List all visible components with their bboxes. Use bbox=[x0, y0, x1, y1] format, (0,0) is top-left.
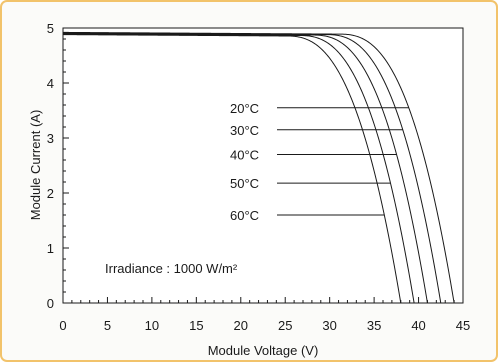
series-label: 60°C bbox=[230, 208, 259, 223]
y-tick-label: 0 bbox=[47, 296, 54, 311]
y-tick-label: 2 bbox=[47, 186, 54, 201]
x-axis-title: Module Voltage (V) bbox=[208, 343, 319, 358]
series-line bbox=[62, 31, 455, 304]
y-tick-label: 4 bbox=[47, 76, 54, 91]
series-line bbox=[62, 32, 442, 304]
y-tick-label: 3 bbox=[47, 131, 54, 146]
x-tick-label: 5 bbox=[104, 318, 111, 333]
x-tick-label: 25 bbox=[278, 318, 292, 333]
series-label: 20°C bbox=[230, 101, 259, 116]
series-line bbox=[62, 34, 402, 304]
x-tick-label: 40 bbox=[411, 318, 425, 333]
y-axis: 0 1 2 3 4 5 bbox=[47, 21, 69, 311]
series-curves bbox=[62, 31, 455, 304]
plot-area bbox=[62, 27, 464, 304]
series-label: 50°C bbox=[230, 176, 259, 191]
x-tick-label: 0 bbox=[59, 318, 66, 333]
x-tick-label: 15 bbox=[189, 318, 203, 333]
x-axis: 0 5 10 15 20 25 30 35 40 45 bbox=[59, 297, 470, 333]
y-tick-label: 1 bbox=[47, 241, 54, 256]
x-tick-label: 20 bbox=[234, 318, 248, 333]
series-labels: 20°C 30°C 40°C 50°C 60°C bbox=[230, 101, 409, 223]
series-label: 30°C bbox=[230, 123, 259, 138]
x-tick-label: 30 bbox=[322, 318, 336, 333]
series-line bbox=[62, 33, 428, 304]
series-line bbox=[62, 33, 415, 304]
irradiance-annotation: Irradiance : 1000 W/m² bbox=[105, 261, 238, 276]
y-axis-title: Module Current (A) bbox=[28, 110, 43, 221]
x-tick-label: 35 bbox=[367, 318, 381, 333]
x-tick-label: 10 bbox=[145, 318, 159, 333]
y-tick-label: 5 bbox=[47, 21, 54, 36]
x-tick-label: 45 bbox=[456, 318, 470, 333]
series-label: 40°C bbox=[230, 148, 259, 163]
